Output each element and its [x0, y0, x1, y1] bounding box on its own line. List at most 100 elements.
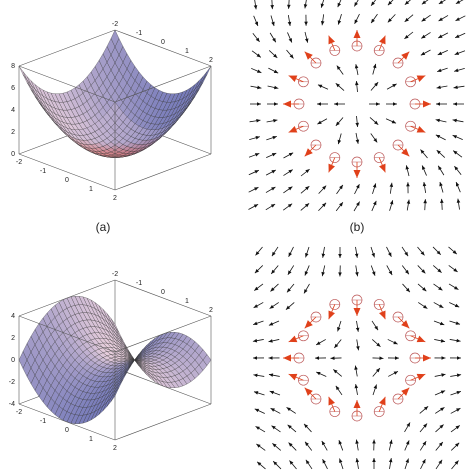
field-arrow-head	[333, 369, 338, 374]
red-arrow-head	[328, 396, 335, 406]
tick-label: 0	[161, 39, 165, 46]
field-arrow-head	[437, 268, 442, 273]
tick-label: -1	[136, 30, 142, 37]
field-arrow-head	[372, 63, 377, 69]
field-arrow-head	[334, 343, 339, 349]
field-arrow-head	[253, 321, 258, 326]
red-arrow-head	[304, 148, 313, 157]
tick-label: 2	[209, 307, 213, 314]
field-arrow-head	[303, 289, 308, 294]
field-arrow-head	[454, 51, 460, 55]
field-arrow-head	[269, 304, 274, 309]
field-arrow-head	[455, 17, 460, 21]
field-arrow-head	[422, 441, 427, 446]
red-arrow-head	[379, 310, 386, 320]
red-arrow-head	[283, 354, 291, 362]
field-arrow-head	[423, 199, 427, 204]
field-arrow-head	[453, 268, 458, 272]
field-arrow-head	[456, 198, 461, 203]
field-arrow-head	[271, 169, 276, 174]
tick-label: 1	[185, 298, 189, 305]
field-arrow-head	[422, 182, 427, 187]
surface-patch	[22, 71, 32, 86]
box-edge	[18, 65, 116, 103]
field-arrow-head	[288, 442, 293, 447]
field-arrow-head	[393, 371, 398, 375]
red-arrow-head	[423, 100, 431, 108]
field-arrow-head	[435, 134, 441, 139]
field-arrow-head	[335, 121, 340, 126]
field-arrow-head	[452, 118, 457, 123]
field-arrow-head	[253, 5, 258, 10]
field-arrow-head	[406, 422, 411, 427]
tick-label: 1	[185, 48, 189, 55]
field-arrow-head	[303, 4, 308, 9]
red-arrow-head	[423, 354, 431, 362]
field-arrow-head	[288, 186, 293, 191]
field-arrow-head	[437, 51, 443, 55]
field-arrow-head	[273, 69, 279, 74]
caption: (b)	[350, 220, 365, 234]
field-arrow-head	[338, 253, 342, 258]
field-arrow-head	[270, 5, 274, 10]
field-arrow-head	[254, 187, 259, 191]
field-arrow-head	[256, 53, 261, 58]
field-arrow-head	[356, 184, 360, 189]
tick-label: -1	[40, 168, 46, 175]
field-arrow-head	[438, 442, 443, 447]
field-arrow-head	[405, 165, 410, 170]
red-arrow-head	[401, 387, 410, 396]
tick-label: -4	[9, 401, 15, 408]
field-arrow-head	[439, 424, 444, 429]
field-arrow-head	[371, 253, 375, 258]
field-arrow-head	[336, 65, 341, 70]
field-arrow-head	[453, 102, 457, 106]
field-arrow-head	[305, 253, 309, 258]
field-arrow-head	[257, 102, 261, 106]
field-arrow-head	[354, 64, 359, 69]
field-arrow-head	[388, 270, 393, 276]
box-edge	[114, 403, 212, 441]
tick-label: -1	[40, 418, 46, 425]
field-arrow-head	[374, 82, 379, 87]
field-arrow-head	[388, 458, 393, 463]
field-arrow-head	[337, 327, 341, 332]
tick-label: -2	[9, 379, 15, 386]
tick-label: 2	[113, 195, 117, 202]
field-arrow-head	[271, 153, 277, 157]
surface-patch	[202, 65, 212, 81]
field-arrow-head	[339, 458, 343, 463]
red-arrow-head	[379, 163, 386, 173]
field-arrow-head	[287, 21, 292, 26]
tick-label: 1	[89, 436, 93, 443]
field-arrow-head	[440, 339, 446, 343]
box-edge	[114, 279, 212, 317]
field-arrow-head	[304, 38, 309, 43]
field-arrow-head	[268, 322, 274, 326]
field-arrow-head	[387, 18, 392, 23]
field-arrow-head	[354, 253, 359, 258]
field-arrow-head	[305, 169, 310, 174]
box-edge	[18, 29, 116, 67]
field-arrow-head	[253, 304, 258, 308]
field-arrow-head	[421, 34, 426, 39]
field-arrow-head	[274, 85, 279, 90]
surface-patch	[198, 71, 208, 86]
field-arrow-head	[389, 200, 394, 205]
field-arrow-head	[286, 288, 291, 293]
field-arrow-head	[255, 251, 260, 256]
field-arrow-head	[256, 443, 261, 448]
field-arrow-head	[255, 426, 260, 430]
field-arrow-head	[304, 21, 308, 26]
field-arrow-head	[354, 19, 358, 24]
field-arrow-head	[254, 286, 259, 291]
field-arrow-head	[335, 83, 340, 88]
field-arrow-head	[338, 272, 342, 277]
field-arrow-head	[304, 203, 310, 208]
field-arrow-head	[455, 182, 460, 187]
field-arrow-head	[436, 250, 441, 255]
box-edge	[114, 65, 212, 103]
field-arrow-head	[321, 253, 326, 258]
field-arrow-head	[422, 287, 427, 292]
field-arrow-head	[257, 69, 262, 73]
